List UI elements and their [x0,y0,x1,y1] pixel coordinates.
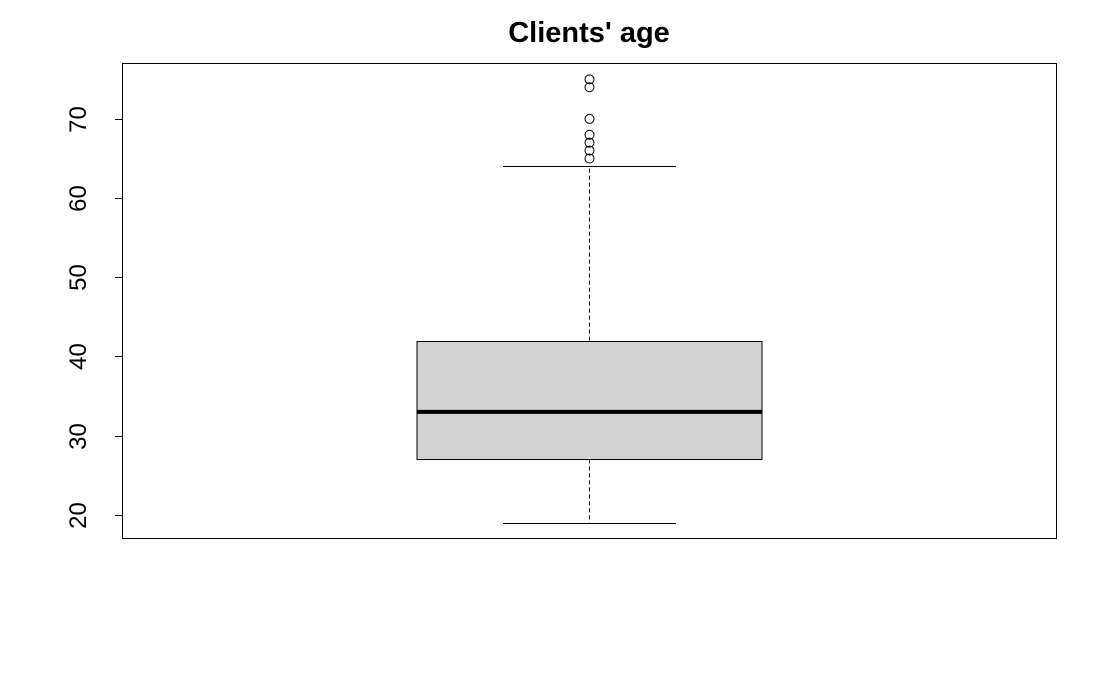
y-tick-label: 20 [65,502,92,529]
outlier-points [584,74,595,164]
outlier-point [584,129,595,140]
y-tick-label: 50 [65,264,92,291]
y-tick-label: 30 [65,423,92,450]
outlier-point [584,82,595,93]
outlier-point [584,74,595,85]
outlier-point [584,145,595,156]
y-tick-label: 70 [65,106,92,133]
chart-title: Clients' age [508,17,670,49]
y-axis-ticks: 20 30 40 50 60 70 [65,106,123,529]
iqr-box [416,341,763,460]
y-tick-label: 40 [65,343,92,370]
y-tick-label: 60 [65,185,92,212]
outlier-point [584,153,595,164]
outlier-point [584,113,595,124]
outlier-point [584,137,595,148]
box-group [416,166,763,524]
